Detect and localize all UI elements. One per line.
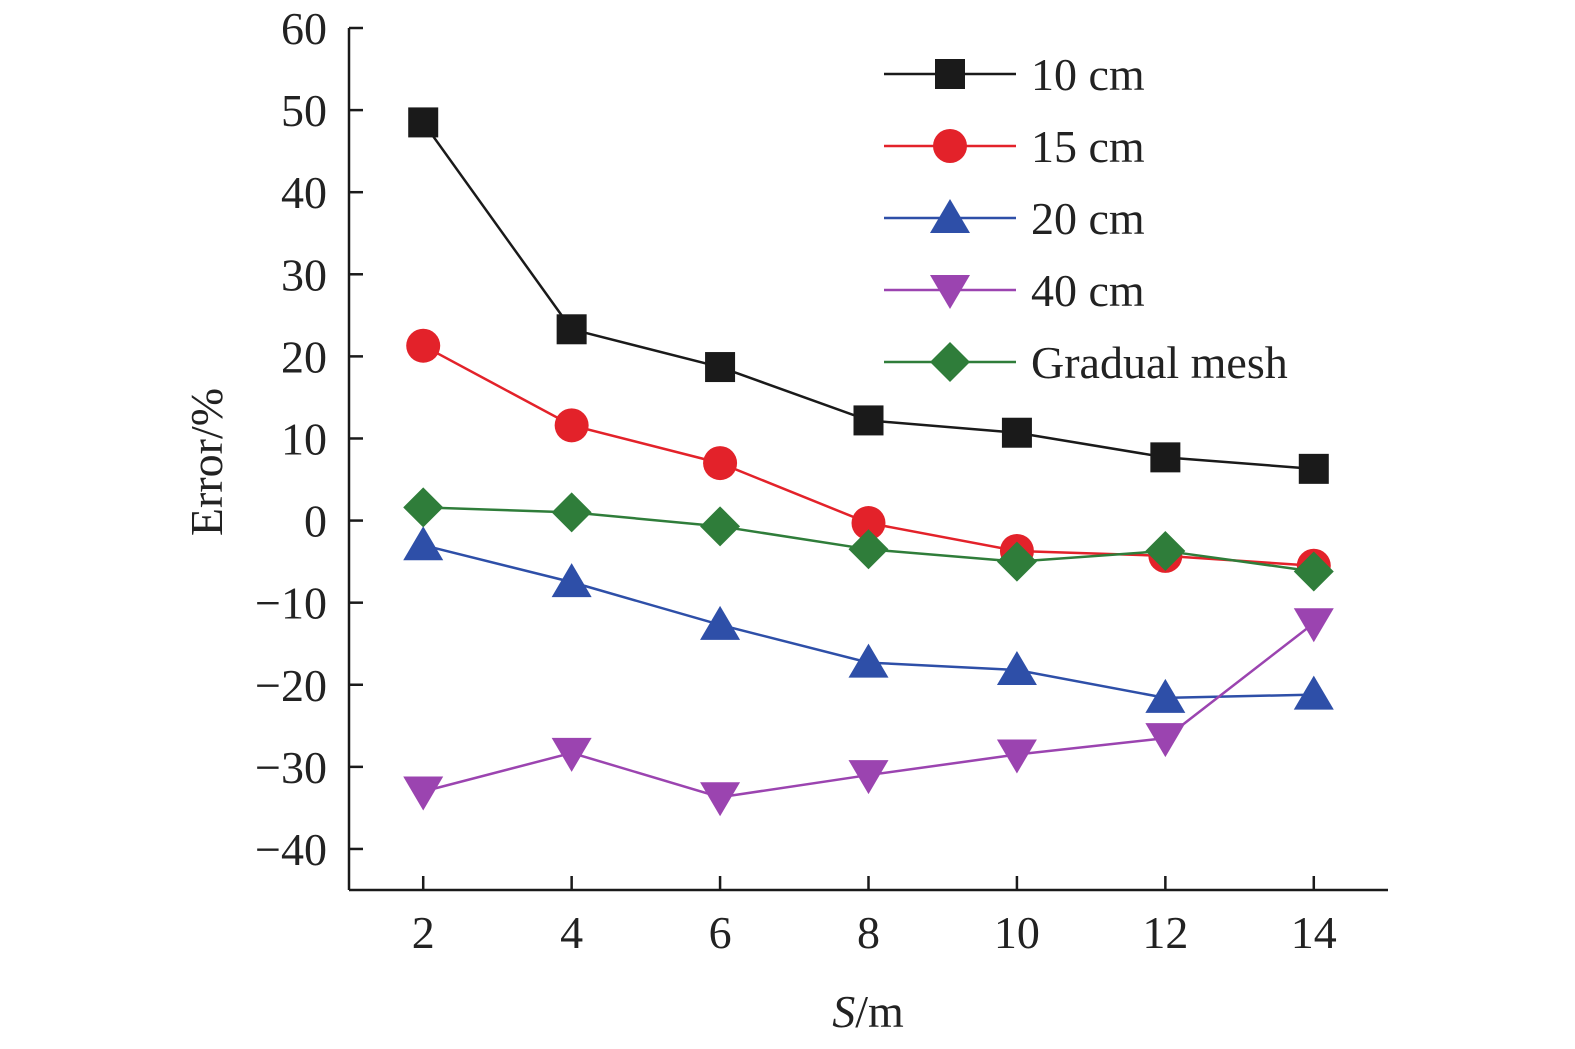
y-tick-label: 20: [281, 331, 327, 382]
x-tick-label: 6: [709, 907, 732, 958]
legend-marker: [930, 275, 970, 309]
legend-item: 10 cm: [884, 49, 1145, 100]
y-tick-label: −10: [255, 578, 327, 629]
series-gradual-mesh: Gradual mesh: 2, 1.6 Gradual mesh: 4, 1 Gr…: [403, 487, 1334, 592]
data-point: 15 cm: 4, 11.6: [554, 408, 589, 443]
legend-item: 20 cm: [884, 193, 1145, 244]
series-layer: 10 cm: 2, 48.5 10 cm: 4, 23.3 10 cm: 6, 18…: [403, 107, 1334, 817]
legend-item: 15 cm: [884, 121, 1145, 172]
y-tick-label: 30: [281, 249, 327, 300]
data-point: Gradual mesh: 2, 1.6: [403, 487, 444, 528]
data-point: 20 cm: 12, -21.6: [1145, 678, 1186, 713]
legend-label: 40 cm: [1031, 265, 1145, 316]
data-point: Gradual mesh: 4, 1: [551, 492, 592, 533]
legend-label: 20 cm: [1031, 193, 1145, 244]
data-point: Gradual mesh: 14, -6.2: [1293, 551, 1334, 592]
data-point: Gradual mesh: 8, -3.5: [848, 529, 889, 570]
y-tick-label: 0: [304, 496, 327, 547]
data-point: 40 cm: 8, -31: [848, 760, 889, 795]
data-point: 40 cm: 6, -33.7: [700, 782, 741, 817]
series-40-cm: 40 cm: 2, -33 40 cm: 4, -28.3 40 cm: 6, -3…: [403, 608, 1334, 817]
data-point: 20 cm: 2, -3: [403, 526, 444, 561]
series-10-cm: 10 cm: 2, 48.5 10 cm: 4, 23.3 10 cm: 6, 18…: [408, 107, 1329, 484]
y-axis-title: Error/%: [181, 388, 232, 536]
x-axis-title: S/m: [832, 986, 904, 1037]
data-point: 15 cm: 8, -0.3: [851, 506, 886, 541]
data-point: 20 cm: 10, -18.2: [996, 650, 1037, 685]
x-tick-label: 12: [1142, 907, 1188, 958]
legend-label: Gradual mesh: [1031, 337, 1288, 388]
x-tick-label: 4: [560, 907, 583, 958]
data-point: 10 cm: 4, 23.3: [556, 314, 587, 345]
y-tick-label: 50: [281, 85, 327, 136]
legend-label: 15 cm: [1031, 121, 1145, 172]
data-point: 10 cm: 10, 10.7: [1001, 417, 1032, 448]
x-tick-label: 8: [857, 907, 880, 958]
data-point: 20 cm: 14, -21.2: [1293, 675, 1334, 710]
series-20-cm: 20 cm: 2, -3 20 cm: 4, -7.5 20 cm: 6, -12.…: [403, 526, 1334, 713]
data-point: 15 cm: 6, 7: [703, 446, 738, 481]
x-axis-title-unit: /m: [855, 986, 904, 1037]
legend-item: 40 cm: [884, 265, 1145, 316]
data-point: 40 cm: 4, -28.3: [551, 737, 592, 772]
data-point: 40 cm: 14, -12.5: [1293, 608, 1334, 643]
data-point: 10 cm: 6, 18.7: [705, 352, 736, 383]
legend-marker: [935, 59, 965, 89]
legend-marker: [933, 129, 967, 163]
legend-label: 10 cm: [1031, 49, 1145, 100]
data-point: 20 cm: 8, -17.3: [848, 643, 889, 678]
y-tick-label: −30: [255, 742, 327, 793]
legend-marker: [930, 199, 970, 233]
data-point: 40 cm: 2, -33: [403, 776, 444, 811]
data-point: 40 cm: 12, -26.5: [1145, 723, 1186, 758]
data-point: 20 cm: 4, -7.5: [551, 563, 592, 598]
data-point: 20 cm: 6, -12.7: [700, 605, 741, 640]
x-tick-label: 2: [412, 907, 435, 958]
legend-item: Gradual mesh: [884, 337, 1288, 388]
data-point: Gradual mesh: 12, -3.7: [1145, 530, 1186, 571]
data-point: 10 cm: 8, 12.2: [853, 405, 884, 436]
data-point: Gradual mesh: 6, -0.7: [700, 506, 741, 547]
x-tick-label: 14: [1291, 907, 1337, 958]
y-tick-label: 60: [281, 3, 327, 54]
data-point: 10 cm: 2, 48.5: [408, 107, 439, 138]
axes-layer: 60 50 40 30 20 10 0 −10 −20 −30 −40 2 4 6 8 10 12 14: [255, 3, 1388, 958]
data-point: 15 cm: 2, 21.3: [406, 328, 441, 363]
data-point: 40 cm: 10, -28.5: [996, 739, 1037, 774]
legend-marker: [930, 342, 970, 382]
y-tick-label: −20: [255, 660, 327, 711]
x-tick-label: 10: [994, 907, 1040, 958]
x-axis-title-symbol: S: [832, 986, 855, 1037]
legend: 10 cm 15 cm 20 cm 40 cm Gradual mesh: [884, 49, 1288, 388]
data-point: Gradual mesh: 10, -5: [996, 541, 1037, 582]
y-tick-label: 10: [281, 413, 327, 464]
data-point: 10 cm: 12, 7.7: [1150, 442, 1181, 473]
data-point: 10 cm: 14, 6.3: [1298, 453, 1329, 484]
y-tick-label: −40: [255, 824, 327, 875]
y-tick-label: 40: [281, 167, 327, 218]
